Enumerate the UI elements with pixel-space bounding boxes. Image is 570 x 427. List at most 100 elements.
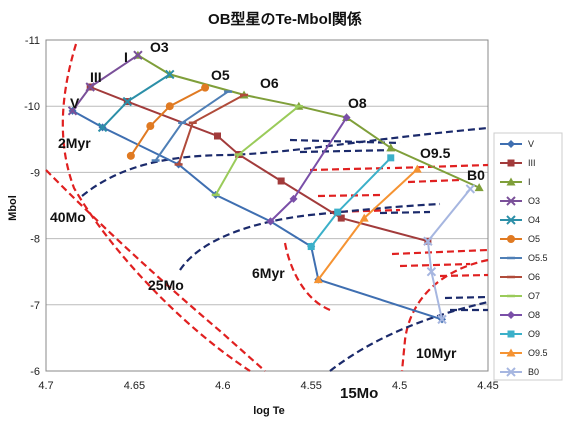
label-class-v: V	[70, 95, 80, 111]
y-tick-label: -6	[30, 366, 40, 378]
label-o3: O3	[150, 39, 169, 55]
legend-label: O7	[528, 291, 540, 301]
series-o7	[211, 104, 303, 197]
series-b0-line	[426, 188, 472, 320]
legend-label: O5	[528, 234, 540, 244]
label-class-i: I	[124, 49, 128, 65]
series-o5-point	[165, 102, 174, 111]
series-o5	[126, 83, 210, 160]
series-o3-point	[133, 50, 143, 60]
legend-label: I	[528, 177, 531, 187]
series-o8-point	[342, 113, 351, 122]
legend-label: B0	[528, 367, 539, 377]
legend-swatch-point	[506, 215, 516, 225]
series-o4-point	[122, 96, 133, 107]
legend-label: O3	[528, 196, 540, 206]
label-6myr: 6Myr	[252, 265, 285, 281]
label-25mo: 25Mo	[148, 277, 184, 293]
series-o8-point	[266, 217, 275, 226]
legend-swatch-point	[507, 311, 515, 319]
series-o8	[266, 113, 351, 226]
legend-item-iii: III	[500, 158, 536, 168]
legend-item-o9: O9	[500, 329, 540, 339]
series-o5-line	[130, 86, 206, 157]
track-15mo	[400, 258, 489, 372]
annotations: V III I O3 O5 O6 O8 O9.5 B0 2Myr 6Myr 10…	[50, 39, 485, 402]
legend-item-o9-5: O9.5	[500, 348, 548, 358]
label-o6: O6	[260, 75, 279, 91]
x-tick-label: 4.55	[300, 380, 321, 392]
legend-item-i: I	[500, 177, 531, 187]
series-o9-5-point	[313, 275, 323, 284]
series-o9-5-point	[412, 164, 422, 173]
series-o9-5	[313, 164, 422, 284]
legend-label: O5.5	[528, 253, 548, 263]
y-tick-label: -10	[24, 101, 40, 113]
series-b0-point	[426, 266, 437, 277]
series-layer	[67, 50, 484, 325]
legend-swatch-point	[506, 177, 516, 186]
legend-label: O8	[528, 310, 540, 320]
x-tick-label: 4.65	[124, 380, 145, 392]
legend-item-o4: O4	[500, 215, 540, 225]
series-o5-point	[201, 83, 210, 92]
y-tick-label: -7	[30, 300, 40, 312]
y-tick-label: -11	[25, 35, 40, 47]
series-o4	[97, 69, 175, 133]
label-b0: B0	[467, 167, 485, 183]
series-o9-point	[334, 208, 342, 216]
series-iii-point	[277, 177, 285, 185]
x-tick-label: 4.45	[477, 380, 498, 392]
isochrone-10myr	[329, 300, 489, 372]
series-o9-5-point	[359, 213, 369, 222]
label-o5: O5	[211, 67, 230, 83]
y-axis-title: Mbol	[7, 195, 19, 221]
legend-item-v: V	[500, 139, 534, 149]
legend-swatch-point	[506, 348, 516, 357]
legend-item-o5-5: O5.5	[500, 253, 548, 263]
series-o6	[174, 93, 249, 166]
legend-swatch-point	[507, 140, 515, 148]
legend-swatch-point	[506, 196, 516, 206]
legend-item-o7: O7	[500, 291, 540, 301]
series-o9-point	[387, 154, 395, 162]
legend-swatch-point	[507, 159, 515, 167]
isochrone-6myr-b	[379, 210, 431, 215]
series-b0-point	[465, 184, 476, 194]
series-o4-point	[165, 69, 175, 80]
x-tick-label: 4.7	[38, 380, 53, 392]
series-b0-point	[423, 236, 433, 246]
legend-label: O4	[528, 215, 540, 225]
series-iii-point	[213, 132, 221, 140]
series-b0	[423, 184, 476, 325]
label-o9-5: O9.5	[420, 145, 451, 161]
track-60mo	[45, 169, 266, 372]
x-axis-ticks: 4.7 4.65 4.6 4.55 4.5 4.45	[38, 380, 498, 392]
x-tick-label: 4.6	[215, 380, 230, 392]
series-o4-point	[97, 122, 108, 133]
isochrone-6myr	[179, 202, 441, 271]
label-o8: O8	[348, 95, 367, 111]
legend-label: O9	[528, 329, 540, 339]
series-o9-point	[307, 243, 315, 251]
series-o5-point	[146, 122, 155, 131]
legend-swatch-point	[507, 330, 515, 338]
chart-title: OB型星のTe-Mbol関係	[208, 10, 362, 28]
x-tick-label: 4.5	[392, 380, 407, 392]
legend-item-o8: O8	[500, 310, 540, 320]
series-o5-5	[151, 90, 233, 162]
legend-label: O9.5	[528, 348, 548, 358]
legend-item-o3: O3	[500, 196, 540, 206]
series-i-point	[474, 183, 484, 192]
legend-swatch-point	[506, 367, 516, 377]
label-class-iii: III	[90, 69, 102, 85]
track-40mo	[61, 43, 251, 372]
series-o3-point	[67, 106, 78, 116]
legend-label: O6	[528, 272, 540, 282]
series-o8-point	[289, 194, 298, 203]
legend-item-b0: B0	[500, 367, 539, 377]
series-o5-point	[126, 151, 135, 160]
